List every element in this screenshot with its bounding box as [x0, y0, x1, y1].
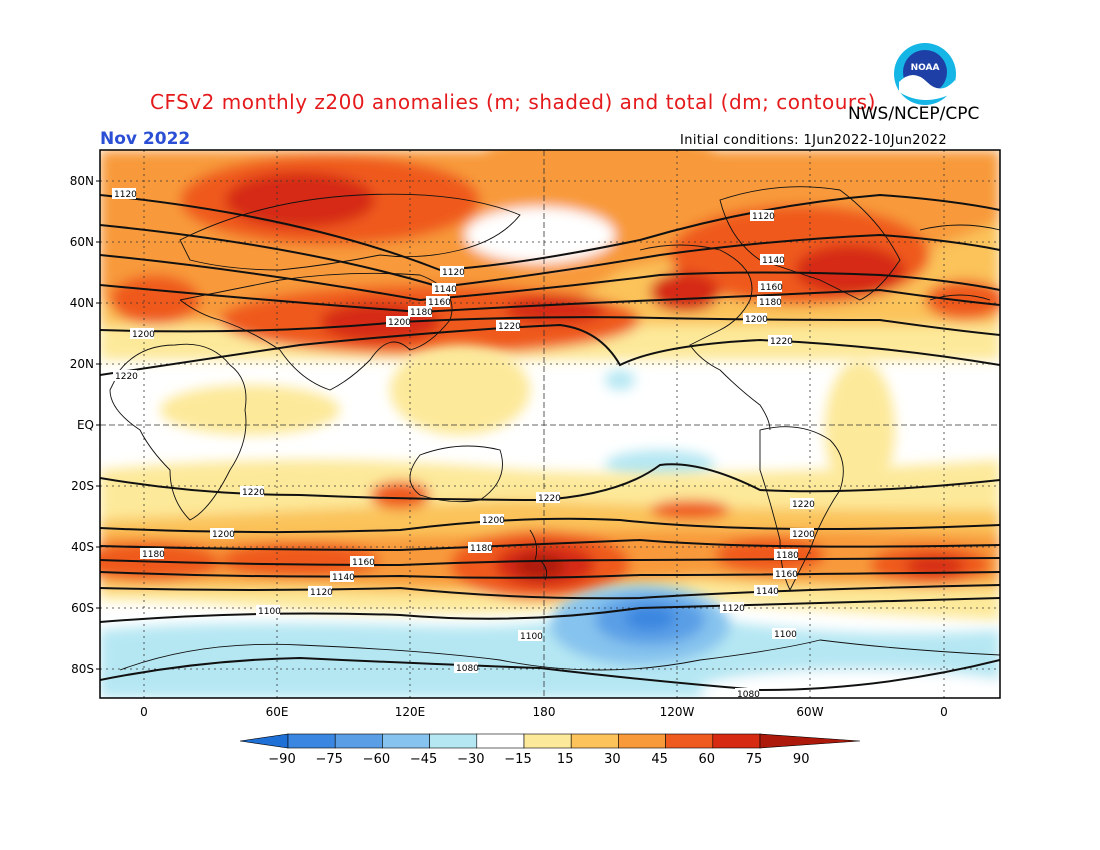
- contour-label-1200-s: 1200: [212, 530, 235, 540]
- contour-label-1200: 1200: [388, 318, 411, 328]
- contour-label-1200-w: 1200: [132, 330, 155, 340]
- lon-label: 180: [533, 705, 556, 719]
- contour-label-1180-s: 1180: [142, 550, 165, 560]
- contour-label-1180-s3: 1180: [776, 551, 799, 561]
- contour-label-1200-s3: 1200: [792, 530, 815, 540]
- lat-label: 60N: [70, 235, 94, 249]
- colorbar-segment: [665, 733, 714, 749]
- lon-label: 120W: [660, 705, 695, 719]
- colorbar-label: −30: [457, 752, 484, 767]
- latitude-ticks: [96, 180, 100, 670]
- contour-label-1220-e: 1220: [770, 337, 793, 347]
- longitude-labels: 0 60E 120E 180 120W 60W 0: [140, 705, 948, 719]
- lat-label: 80S: [71, 662, 94, 676]
- colorbar-label: 45: [651, 752, 668, 767]
- contour-label-1200-s2: 1200: [482, 516, 505, 526]
- contour-label-1220-s3: 1220: [792, 500, 815, 510]
- contour-label-1100-s3: 1100: [774, 630, 797, 640]
- map-title: CFSv2 monthly z200 anomalies (m; shaded)…: [150, 90, 876, 114]
- colorbar-segment: [429, 733, 478, 749]
- contour-label-1140-e: 1140: [762, 256, 785, 266]
- colorbar-segment: [287, 733, 336, 749]
- colorbar-label: 60: [699, 752, 716, 767]
- colorbar-arrow-left: [239, 733, 289, 749]
- contour-label-1140-s: 1140: [332, 573, 355, 583]
- lat-label: 40S: [71, 540, 94, 554]
- colorbar-label: 75: [746, 752, 763, 767]
- colorbar-arrow-right: [759, 733, 861, 749]
- contour-label-1140-s2: 1140: [756, 587, 779, 597]
- contour-label-1180-e: 1180: [759, 298, 782, 308]
- contour-label-1100-s: 1100: [258, 607, 281, 617]
- colorbar: −90 −75 −60 −45 −30 −15 15 30 45 60 75 90: [239, 733, 861, 767]
- contour-label-1220: 1220: [498, 322, 521, 332]
- lat-label: EQ: [77, 418, 94, 432]
- lon-label: 0: [940, 705, 948, 719]
- contour-label-1120-s2: 1120: [722, 604, 745, 614]
- contour-label-1220-s: 1220: [242, 488, 265, 498]
- lon-label: 0: [140, 705, 148, 719]
- colorbar-label: −45: [410, 752, 437, 767]
- colorbar-segment: [382, 733, 430, 749]
- colorbar-segment: [476, 733, 525, 749]
- latitude-labels: 80N 60N 40N 20N EQ 20S 40S 60S 80S: [70, 174, 94, 676]
- contour-label-1120-e: 1120: [752, 212, 775, 222]
- lat-label: 20N: [70, 357, 94, 371]
- noaa-logo-text: NOAA: [911, 63, 940, 73]
- contour-label-1180: 1180: [410, 308, 433, 318]
- contour-label-1160-s: 1160: [352, 558, 375, 568]
- lon-label: 60W: [796, 705, 823, 719]
- lon-label: 120E: [395, 705, 426, 719]
- colorbar-label: 15: [557, 752, 574, 767]
- contour-label-1160-e: 1160: [760, 283, 783, 293]
- colorbar-label: −75: [315, 752, 342, 767]
- colorbar-label: 90: [793, 752, 810, 767]
- anomaly-shading: [100, 150, 1000, 698]
- lat-label: 20S: [71, 479, 94, 493]
- contour-labels: 1120 1120 1140 1160 1180 1200 1220 1120 …: [112, 188, 815, 700]
- contour-label-1180-s2: 1180: [470, 544, 493, 554]
- colorbar-label: −60: [363, 752, 390, 767]
- colorbar-label: −15: [504, 752, 531, 767]
- contour-label-1220-s2: 1220: [538, 494, 561, 504]
- colorbar-segment: [570, 733, 619, 749]
- colorbar-label: −90: [268, 752, 295, 767]
- plot-frame: [99, 149, 1001, 699]
- lat-label: 40N: [70, 296, 94, 310]
- lat-label: 60S: [71, 601, 94, 615]
- noaa-logo: NOAA: [894, 43, 956, 105]
- contour-label-1160-s2: 1160: [775, 570, 798, 580]
- contour-label-1120: 1120: [442, 268, 465, 278]
- colorbar-label: 30: [604, 752, 621, 767]
- lat-label: 80N: [70, 174, 94, 188]
- colorbar-segment: [334, 733, 383, 749]
- contour-label-1080-s2: 1080: [737, 690, 760, 700]
- lon-label: 60E: [266, 705, 289, 719]
- colorbar-segment: [523, 733, 572, 749]
- contour-label-1120-nh: 1120: [114, 190, 137, 200]
- contour-label-1160: 1160: [428, 298, 451, 308]
- contour-label-1100-s2: 1100: [520, 632, 543, 642]
- contour-label-1200-e: 1200: [745, 315, 768, 325]
- initial-conditions: Initial conditions: 1Jun2022-10Jun2022: [680, 133, 947, 148]
- coastlines: [109, 186, 1000, 671]
- contour-label-1120-s: 1120: [310, 588, 333, 598]
- colorbar-segment: [712, 733, 761, 749]
- colorbar-segment: [618, 733, 666, 749]
- contour-label-1220-w: 1220: [115, 372, 138, 382]
- contour-label-1140: 1140: [434, 285, 457, 295]
- credit-label: NWS/NCEP/CPC: [848, 104, 980, 124]
- forecast-period: Nov 2022: [100, 129, 191, 149]
- contour-label-1080-s: 1080: [456, 664, 479, 674]
